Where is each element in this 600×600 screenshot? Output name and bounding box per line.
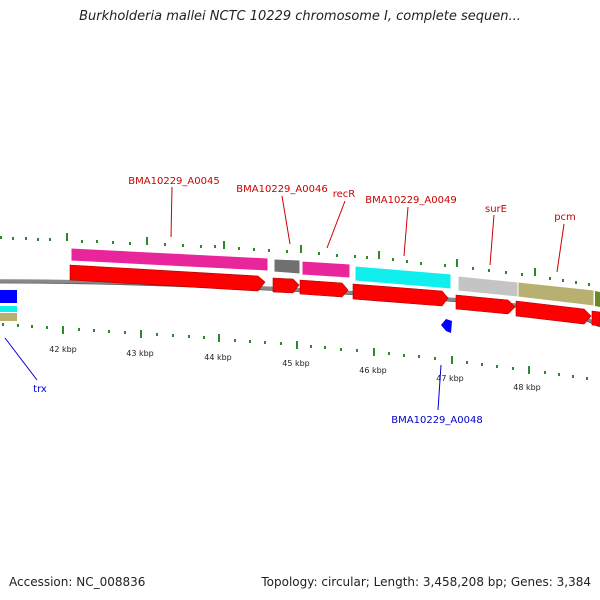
- cds-ring: [69, 264, 600, 327]
- gene-label-a0048[interactable]: BMA10229_A0048: [391, 415, 482, 426]
- scale-label-46: 46 kbp: [359, 366, 387, 375]
- cds-arrow-a0049[interactable]: [352, 283, 449, 307]
- feature-next[interactable]: [595, 291, 600, 307]
- cds-arrow-next[interactable]: [591, 310, 600, 327]
- cds-arrow-pcm[interactable]: [515, 300, 592, 325]
- feature-surE[interactable]: [457, 275, 519, 298]
- gene-label-a0045[interactable]: BMA10229_A0045: [128, 176, 219, 187]
- cds-arrow-surE[interactable]: [455, 294, 516, 315]
- map-title: Burkholderia mallei NCTC 10229 chromosom…: [79, 9, 521, 24]
- gene-label-pcm[interactable]: pcm: [554, 212, 576, 223]
- scale-label-44: 44 kbp: [204, 353, 232, 362]
- feature-a0045[interactable]: [70, 247, 269, 272]
- topology-text: Topology: circular; Length: 3,458,208 bp…: [261, 575, 591, 589]
- cds-arrow-a0045[interactable]: [69, 264, 266, 292]
- feature-left-cyan[interactable]: [0, 306, 17, 312]
- scale-label-43: 43 kbp: [126, 349, 154, 358]
- forward-leader-lines: [170, 186, 565, 273]
- gene-label-recR[interactable]: recR: [333, 189, 356, 200]
- scale-labels: 42 kbp 43 kbp 44 kbp 45 kbp 46 kbp 47 kb…: [49, 345, 541, 392]
- feature-ring: [70, 247, 600, 307]
- gene-label-surE[interactable]: surE: [485, 204, 507, 215]
- feature-pcm[interactable]: [517, 281, 595, 307]
- gene-label-trx[interactable]: trx: [33, 384, 47, 395]
- feature-trx-blue[interactable]: [0, 290, 17, 303]
- scale-label-48: 48 kbp: [513, 383, 541, 392]
- outer-scale-ring: [0, 233, 590, 286]
- feature-left-olive[interactable]: [0, 313, 17, 321]
- feature-a0049[interactable]: [354, 265, 452, 290]
- feature-recR[interactable]: [301, 260, 351, 279]
- reverse-leader-lines: [4, 337, 442, 411]
- cds-arrow-a0048-reverse[interactable]: [441, 319, 452, 333]
- gene-label-a0049[interactable]: BMA10229_A0049: [365, 195, 456, 206]
- cds-arrow-a0046[interactable]: [272, 277, 300, 294]
- inner-scale-ring: [2, 323, 588, 380]
- left-edge-features: [0, 290, 17, 321]
- scale-label-42: 42 kbp: [49, 345, 77, 354]
- scale-label-47: 47 kbp: [436, 374, 464, 383]
- gene-labels: BMA10229_A0045 BMA10229_A0046 recR BMA10…: [33, 176, 576, 426]
- accession-text: Accession: NC_008836: [9, 575, 146, 589]
- feature-a0046[interactable]: [273, 258, 301, 275]
- gene-label-a0046[interactable]: BMA10229_A0046: [236, 184, 327, 195]
- scale-label-45: 45 kbp: [282, 359, 310, 368]
- cds-arrow-recR[interactable]: [299, 279, 349, 298]
